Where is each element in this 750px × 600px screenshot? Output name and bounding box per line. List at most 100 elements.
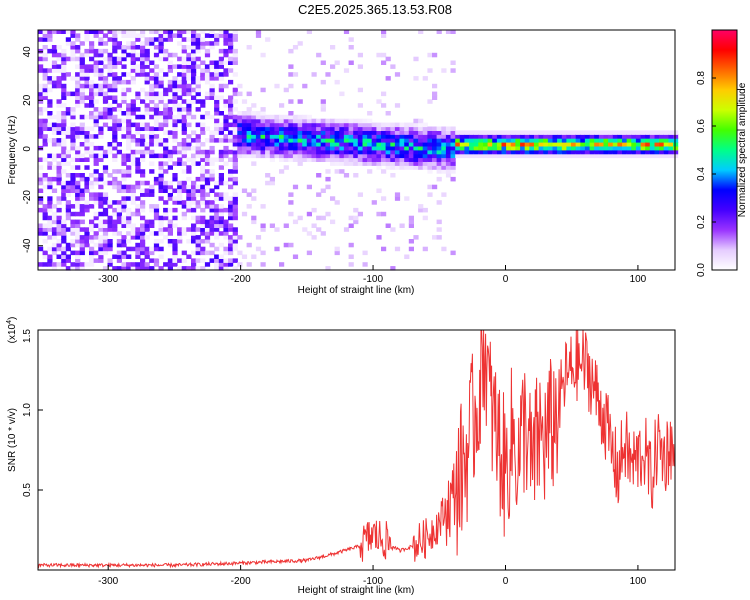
spectrogram-cell bbox=[343, 142, 350, 147]
spectrogram-cell bbox=[130, 149, 136, 155]
spectrogram-cell bbox=[246, 153, 252, 159]
spectrogram-cell bbox=[204, 192, 211, 197]
spectrogram-cell bbox=[107, 219, 113, 225]
spectrogram-cell bbox=[121, 56, 127, 62]
spectrogram-cell bbox=[274, 134, 280, 139]
spectrogram-cell bbox=[79, 122, 85, 128]
spectrogram-cell bbox=[135, 211, 141, 217]
spectrogram-cell bbox=[209, 95, 215, 100]
spectrogram-cell bbox=[436, 149, 442, 155]
spectrogram-cell bbox=[61, 219, 67, 225]
spectrogram-cell bbox=[38, 231, 44, 236]
spectrogram-cell bbox=[70, 45, 76, 50]
spectrogram-cell bbox=[534, 130, 540, 135]
spectrogram-cell bbox=[163, 235, 169, 240]
spectrogram-cell bbox=[390, 64, 396, 69]
spectrogram-cell bbox=[408, 134, 414, 139]
spectrogram-cell bbox=[362, 126, 368, 131]
spectrogram-cell bbox=[334, 149, 340, 155]
spectrogram-cell bbox=[102, 95, 109, 100]
spectrogram-cell bbox=[209, 250, 215, 256]
spectrogram-cell bbox=[130, 48, 136, 54]
spectrogram-cell bbox=[339, 149, 345, 155]
spectrogram-cell bbox=[320, 215, 326, 221]
spectrogram-cell bbox=[506, 149, 512, 155]
spectrogram-cell bbox=[107, 83, 113, 89]
spectrogram-cell bbox=[496, 142, 503, 147]
spectrogram-cell bbox=[42, 138, 48, 143]
spectrogram-cell bbox=[51, 188, 58, 193]
spectrogram-cell bbox=[51, 176, 58, 182]
spectrogram-cell bbox=[598, 153, 605, 159]
spectrogram-cell bbox=[228, 246, 234, 252]
spectrogram-cell bbox=[663, 145, 669, 151]
spectrogram-cell bbox=[177, 180, 183, 186]
spectrogram-cell bbox=[612, 153, 618, 159]
spectrogram-cell bbox=[218, 138, 224, 143]
spectrogram-cell bbox=[204, 200, 211, 205]
spectrogram-cell bbox=[191, 266, 197, 271]
spectrogram-cell bbox=[181, 184, 187, 190]
spectrogram-cell bbox=[237, 130, 243, 135]
spectrogram-cell bbox=[163, 153, 169, 159]
spectrogram-cell bbox=[575, 142, 581, 147]
spectrogram-cell bbox=[98, 246, 104, 252]
spectrogram-cell bbox=[93, 33, 99, 38]
spectrogram-cell bbox=[445, 161, 452, 166]
spectrogram-cell bbox=[98, 192, 104, 197]
spectrogram-cell bbox=[232, 207, 238, 213]
spectrogram-cell bbox=[130, 103, 136, 108]
spectrogram-cell bbox=[158, 48, 164, 54]
spectrogram-cell bbox=[135, 180, 141, 186]
spectrogram-cell bbox=[51, 219, 58, 225]
spectrogram-cell bbox=[529, 145, 535, 151]
spectrogram-cell bbox=[167, 29, 173, 34]
spectrogram-cell bbox=[455, 145, 461, 151]
spectrogram-cell bbox=[418, 153, 424, 159]
spectrogram-cell bbox=[204, 72, 211, 77]
spectrogram-cell bbox=[56, 103, 62, 108]
spectrogram-cell bbox=[626, 138, 632, 143]
spectrogram-cell bbox=[70, 180, 76, 186]
spectrogram-cell bbox=[89, 173, 95, 178]
spectrogram-cell bbox=[47, 99, 53, 104]
spectrogram-cell bbox=[98, 48, 104, 54]
spectrogram-cell bbox=[181, 68, 187, 73]
spectrogram-cell bbox=[153, 118, 160, 124]
spectrogram-cell bbox=[571, 142, 577, 147]
spectrogram-cell bbox=[93, 192, 99, 197]
spectrogram-cell bbox=[112, 145, 118, 151]
spectrogram-cell bbox=[418, 165, 424, 170]
spectrogram-cell bbox=[334, 145, 340, 151]
spectrogram-cell bbox=[79, 266, 85, 271]
spectrogram-cell bbox=[320, 103, 326, 108]
spectrogram-cell bbox=[381, 196, 387, 201]
spectrogram-cell bbox=[172, 258, 178, 263]
spectrogram-cell bbox=[292, 145, 299, 151]
spectrogram-cell bbox=[181, 60, 187, 65]
spectrogram-cell bbox=[75, 83, 81, 89]
spectrogram-cell bbox=[70, 52, 76, 58]
spectrogram-cell bbox=[283, 149, 289, 155]
spectrogram-cell bbox=[413, 142, 419, 147]
spectrogram-cell bbox=[427, 134, 433, 139]
spectrogram-cell bbox=[608, 149, 614, 155]
spectrogram-cell bbox=[584, 134, 591, 139]
spectrogram-cell bbox=[200, 60, 206, 65]
spectrogram-cell bbox=[65, 200, 71, 205]
spectrogram-cell bbox=[112, 219, 118, 225]
spectrogram-cell bbox=[232, 215, 238, 221]
spectrogram-cell bbox=[459, 130, 465, 135]
spectrogram-cell bbox=[204, 227, 211, 232]
spectrogram-cell bbox=[112, 72, 118, 77]
spectrogram-cell bbox=[140, 246, 146, 252]
spectrogram-cell bbox=[557, 145, 563, 151]
spectrogram-cell bbox=[149, 99, 155, 104]
spectrogram-cell bbox=[385, 142, 391, 147]
spectrogram-cell bbox=[42, 204, 48, 209]
spectrogram-cell bbox=[353, 215, 359, 221]
spectrogram-cell bbox=[288, 126, 294, 131]
spectrogram-cell bbox=[306, 184, 312, 190]
spectrogram-cell bbox=[172, 87, 178, 93]
spectrogram-cell bbox=[464, 145, 470, 151]
